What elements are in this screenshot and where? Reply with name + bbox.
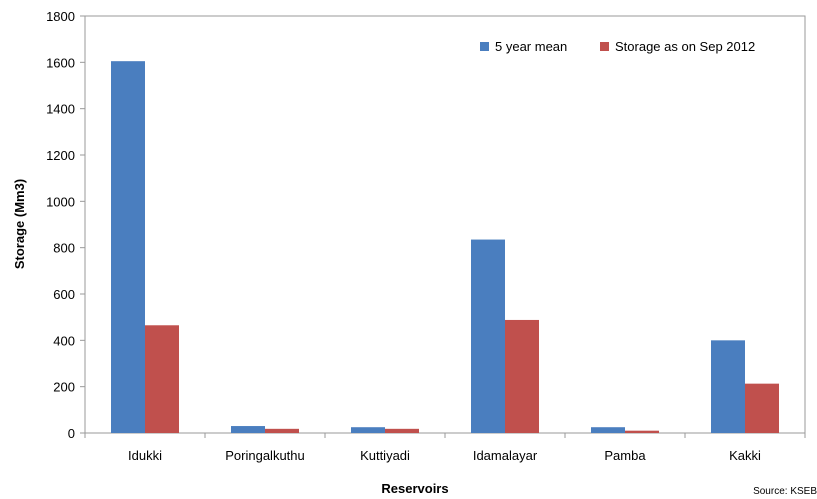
y-tick-label: 0 bbox=[68, 426, 75, 441]
x-axis: Idukki Poringalkuthu Kuttiyadi Idamalayar Pa… bbox=[84, 433, 806, 463]
bars bbox=[111, 61, 779, 434]
bar-sep-2012-idukki bbox=[145, 325, 179, 433]
legend: 5 year mean Storage as on Sep 2012 bbox=[480, 39, 755, 54]
bar-sep-2012-kakki bbox=[745, 383, 779, 433]
bar-five-year-mean-kuttiyadi bbox=[351, 427, 385, 433]
legend-swatch-series-2 bbox=[600, 42, 609, 51]
bar-sep-2012-idamalayar bbox=[505, 319, 539, 433]
x-tick-label: Kuttiyadi bbox=[360, 448, 410, 463]
y-axis: 0 200 400 600 800 1000 1200 1400 1600 1800 bbox=[46, 9, 85, 441]
bar-sep-2012-poringalkuthu bbox=[265, 428, 299, 433]
y-tick-label: 800 bbox=[53, 241, 75, 256]
y-tick-label: 600 bbox=[53, 287, 75, 302]
source-note: Source: KSEB bbox=[753, 486, 817, 497]
x-tick-label: Poringalkuthu bbox=[225, 448, 305, 463]
y-tick-label: 400 bbox=[53, 333, 75, 348]
bar-sep-2012-pamba bbox=[625, 430, 659, 433]
x-axis-title: Reservoirs bbox=[381, 481, 448, 496]
x-tick-label: Idukki bbox=[128, 448, 162, 463]
bar-five-year-mean-kakki bbox=[711, 340, 745, 433]
y-tick-label: 1000 bbox=[46, 194, 75, 209]
y-tick-label: 1200 bbox=[46, 148, 75, 163]
legend-swatch-series-1 bbox=[480, 42, 489, 51]
y-tick-label: 200 bbox=[53, 380, 75, 395]
bar-five-year-mean-poringalkuthu bbox=[231, 426, 265, 433]
y-tick-label: 1800 bbox=[46, 9, 75, 24]
plot-area bbox=[84, 15, 806, 434]
x-tick-label: Kakki bbox=[729, 448, 761, 463]
bar-five-year-mean-pamba bbox=[591, 427, 625, 433]
x-tick-label: Idamalayar bbox=[473, 448, 538, 463]
bar-five-year-mean-idukki bbox=[111, 61, 145, 434]
legend-label-series-2: Storage as on Sep 2012 bbox=[615, 39, 755, 54]
y-tick-label: 1600 bbox=[46, 55, 75, 70]
y-axis-title: Storage (Mm3) bbox=[12, 179, 27, 269]
x-tick-label: Pamba bbox=[604, 448, 646, 463]
bar-sep-2012-kuttiyadi bbox=[385, 428, 419, 433]
legend-label-series-1: 5 year mean bbox=[495, 39, 567, 54]
y-tick-label: 1400 bbox=[46, 102, 75, 117]
bar-five-year-mean-idamalayar bbox=[471, 239, 505, 433]
